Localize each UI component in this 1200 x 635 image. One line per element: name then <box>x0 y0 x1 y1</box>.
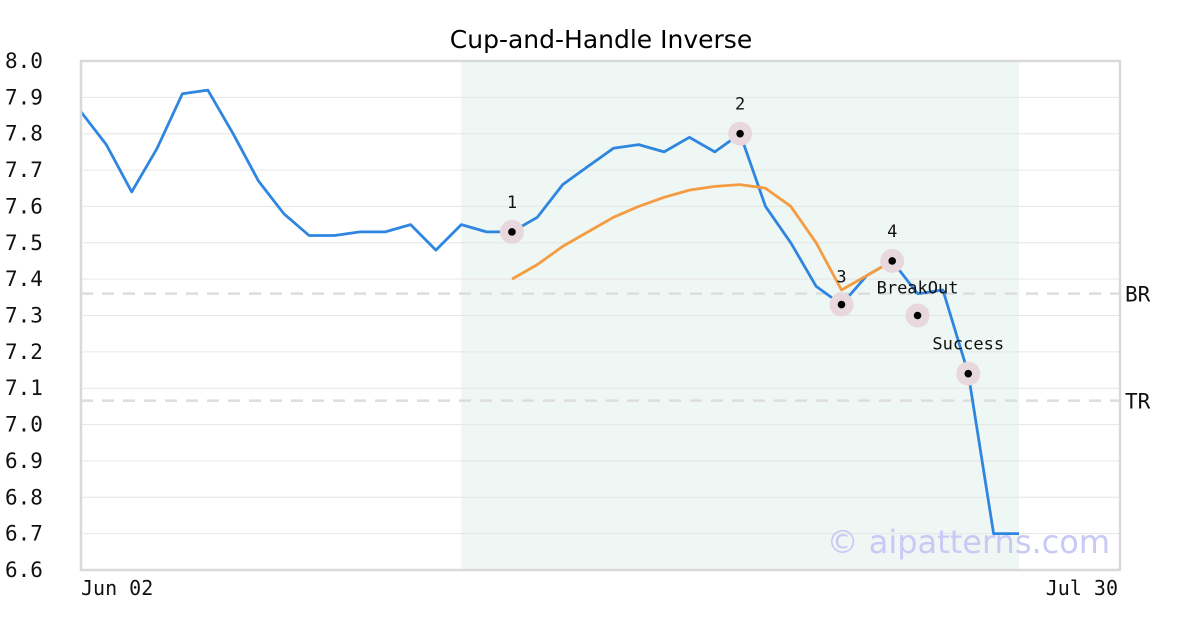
y-axis-ticks: 8.0 7.9 7.8 7.7 7.6 7.5 7.4 7.3 7.2 7.1 7.0 6.9 6.8 6… <box>5 49 43 582</box>
chart-title: Cup-and-Handle Inverse <box>450 25 752 54</box>
series-group <box>79 88 1019 535</box>
y-tick-label: 6.6 <box>5 558 43 582</box>
marker-point <box>736 129 744 138</box>
marker-point <box>888 257 896 265</box>
level-label-br: BR <box>1125 283 1151 307</box>
marker-label: 3 <box>836 268 846 288</box>
y-tick-label: 8.0 <box>5 49 43 73</box>
plot-frame <box>79 59 1122 572</box>
y-tick-label: 7.3 <box>5 304 43 328</box>
marker-label: Success <box>932 335 1004 355</box>
level-lines: BR TR <box>81 283 1151 414</box>
y-tick-label: 7.9 <box>5 85 43 109</box>
marker-point <box>508 228 516 236</box>
x-tick-label: Jun 02 <box>81 576 153 600</box>
marker-label: 1 <box>507 193 517 213</box>
marker-point <box>964 369 973 378</box>
y-tick-label: 6.9 <box>5 449 43 473</box>
y-tick-label: 6.8 <box>5 485 43 509</box>
level-label-tr: TR <box>1125 390 1151 414</box>
y-tick-label: 6.7 <box>5 522 43 546</box>
grid-lines <box>81 60 1120 571</box>
marker-point <box>837 300 846 309</box>
y-tick-label: 7.5 <box>5 231 43 255</box>
marker-label: BreakOut <box>877 279 959 299</box>
marker-label: 4 <box>887 222 897 242</box>
series-line-0 <box>79 88 1019 535</box>
watermark-text: © aipatterns.com <box>827 523 1110 561</box>
x-tick-label: Jul 30 <box>1046 576 1118 600</box>
marker-group: 1 2 3 4 BreakOut Success <box>499 95 1004 386</box>
y-tick-label: 7.7 <box>5 158 43 182</box>
y-tick-label: 7.1 <box>5 376 43 400</box>
y-tick-label: 7.2 <box>5 340 43 364</box>
series-line-1 <box>511 183 893 292</box>
marker-point <box>913 311 922 320</box>
marker-label: 2 <box>735 95 745 115</box>
y-tick-label: 7.0 <box>5 413 43 437</box>
y-tick-label: 7.4 <box>5 267 43 291</box>
y-tick-label: 7.6 <box>5 194 43 218</box>
y-tick-label: 7.8 <box>5 122 43 146</box>
x-axis-ticks: Jun 02 Jul 30 <box>81 576 1118 600</box>
